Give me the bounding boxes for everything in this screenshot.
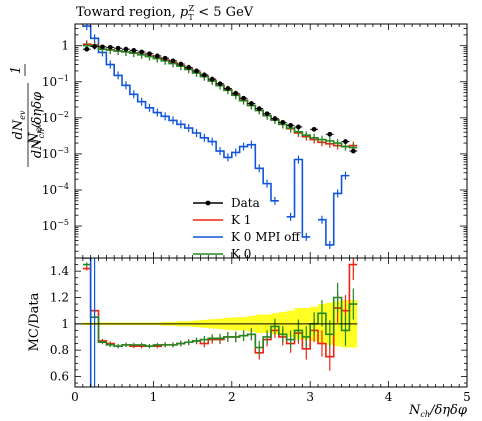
y-label-line2: dNch/δηδφ (30, 91, 46, 158)
ratio-k-0 (82, 262, 358, 355)
data-point (288, 122, 293, 128)
data-point (296, 124, 301, 130)
x-tick-label: 3 (306, 390, 314, 404)
y-tick-label: 10−2 (42, 110, 69, 125)
x-axis-title: Nch/δηδφ (408, 403, 468, 419)
y-label-line1: dNev (11, 110, 27, 139)
x-tick-label: 4 (385, 390, 393, 404)
y-frac1-den: Nev (27, 123, 43, 145)
data-point (123, 46, 129, 52)
x-axis: 0 1 2 3 4 5 (71, 24, 471, 404)
data-point (272, 116, 278, 122)
data-point (280, 119, 286, 125)
y-tick-label: 10−1 (42, 74, 69, 89)
ratio-y-tick-label: 0.6 (50, 369, 69, 383)
legend-item: K 0 MPI off (193, 230, 301, 244)
data-point (241, 95, 246, 101)
title-cut: < 5 GeV (194, 5, 254, 20)
data-point (139, 49, 145, 55)
legend-label: K 0 (231, 247, 251, 261)
legend-marker (205, 200, 211, 206)
title-main: Toward region, (76, 5, 180, 20)
x-tick-label: 0 (71, 390, 79, 404)
data-point (100, 44, 105, 50)
data-point (131, 48, 137, 53)
data-point (249, 101, 254, 106)
ratio-y-tick-label: 1.4 (50, 264, 69, 278)
title-sub: T (188, 13, 194, 22)
data-point (178, 61, 184, 67)
ratio-y-axis: 0.6 0.8 1 1.2 1.4 (50, 264, 467, 383)
data-point (217, 81, 223, 87)
plot-area: 0 1 2 3 4 5 10−5 10−4 10−3 10−2 10−1 1 0.6 0.8 1 1.2 1.4… (42, 23, 471, 404)
ratio-k-0-mpi-off (82, 258, 96, 387)
x-tick-label: 2 (228, 390, 236, 404)
data-point (343, 139, 348, 144)
legend-item: K 0 (193, 247, 251, 261)
y-axis-title: 1 Nev (9, 64, 43, 145)
data-point (194, 68, 199, 74)
data-point (225, 86, 231, 91)
data-point (92, 44, 97, 49)
x-tick-label: 1 (150, 390, 158, 404)
series-k-0-mpi-off (82, 24, 350, 249)
ratio-y-tick-label: 1 (61, 317, 69, 331)
y-frac1-num: 1 (9, 66, 24, 74)
data-point (115, 45, 121, 51)
y-tick-label: 1 (61, 39, 69, 53)
legend-label: Data (231, 196, 260, 210)
y-axis-title-full: dNev dNch/δηδφ (11, 83, 46, 167)
y-axis: 10−5 10−4 10−3 10−2 10−1 1 (42, 23, 467, 252)
data-point (84, 46, 90, 52)
legend-item: K 1 (193, 213, 251, 227)
data-point (107, 44, 113, 50)
data-point (154, 53, 160, 59)
data-point (162, 55, 168, 61)
series-data (82, 44, 358, 154)
data-point (350, 148, 356, 154)
series-line (82, 44, 358, 149)
data-point (264, 111, 270, 117)
main-frame (74, 23, 468, 259)
legend-item: Data (193, 196, 260, 210)
data-point (201, 72, 207, 78)
legend-label: K 0 MPI off (231, 230, 301, 244)
title-sup: Z (189, 4, 195, 13)
series-k-1 (82, 40, 358, 151)
data-point (256, 106, 262, 112)
data-point (209, 76, 215, 82)
data-point (327, 131, 333, 137)
y-tick-label: 10−4 (42, 182, 69, 197)
data-point (186, 65, 192, 70)
ratio-line (82, 258, 92, 387)
series-line (82, 43, 358, 148)
data-point (311, 126, 317, 132)
legend-label: K 1 (231, 213, 251, 227)
ratio-y-tick-label: 0.8 (50, 343, 69, 357)
series-k-0 (82, 41, 358, 152)
ratio-y-axis-title: MC/Data (27, 292, 42, 351)
data-point (170, 58, 176, 64)
data-point (147, 51, 152, 57)
x-tick-label: 5 (463, 390, 471, 404)
y-tick-label: 10−3 (42, 146, 69, 161)
y-tick-label: 10−5 (42, 218, 69, 233)
chart-title: Toward region, pTZ < 5 GeV (76, 4, 254, 22)
ratio-y-tick-label: 1.2 (50, 290, 69, 304)
data-point (233, 90, 239, 96)
legend: Data K 1 K 0 MPI off K 0 (193, 196, 301, 261)
title-var: p (180, 5, 189, 20)
